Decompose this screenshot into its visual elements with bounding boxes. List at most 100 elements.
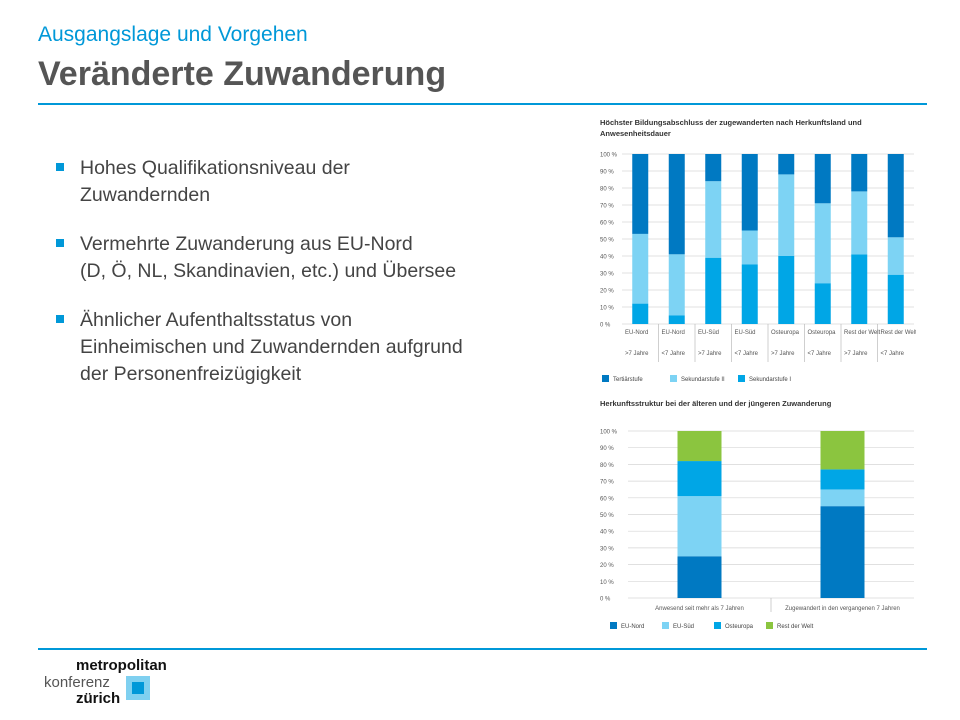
y-tick-label: 90 % (600, 170, 614, 176)
bar-segment (820, 506, 865, 598)
bar-segment (778, 154, 795, 175)
x-sublabel: <7 Jahre (881, 351, 905, 357)
y-tick-label: 100 % (600, 153, 618, 159)
bullet-item: Ähnlicher Aufenthaltsstatus von Einheimi… (56, 307, 556, 388)
bar-segment (851, 191, 868, 255)
header-divider (38, 103, 927, 105)
bar-segment (820, 469, 865, 490)
bar-segment (820, 431, 865, 470)
y-tick-label: 20 % (600, 289, 614, 295)
y-tick-label: 10 % (600, 580, 614, 586)
legend-label: Rest der Welt (777, 624, 814, 630)
logo-square-icon (126, 676, 150, 700)
page-title: Veränderte Zuwanderung (38, 55, 447, 93)
metropolitankonferenz-logo: metropolitan konferenz zürich (40, 657, 167, 713)
bullet-text: der Personenfreizügigkeit (80, 363, 302, 385)
x-tick-label: Osteuropa (808, 330, 837, 336)
bar-segment (814, 154, 831, 204)
bar-segment (668, 315, 685, 324)
chart-title: Anwesenheitsdauer (600, 129, 671, 138)
bar-segment (741, 230, 758, 265)
bar-segment (741, 154, 758, 231)
bullet-item: Hohes Qualifikationsniveau der Zuwandern… (56, 155, 556, 209)
y-tick-label: 50 % (600, 238, 614, 244)
bullet-list: Hohes Qualifikationsniveau der Zuwandern… (56, 155, 556, 410)
bar-segment (677, 461, 722, 497)
x-tick-label: EU-Süd (698, 330, 719, 336)
y-tick-label: 60 % (600, 496, 614, 502)
y-tick-label: 80 % (600, 463, 614, 469)
bar-segment (677, 556, 722, 598)
y-tick-label: 0 % (600, 323, 611, 329)
x-tick-label: Rest der Welt (844, 330, 881, 336)
education-chart: Höchster Bildungsabschluss der zugewande… (600, 118, 917, 383)
bar-segment (632, 233, 649, 304)
bar-segment (820, 489, 865, 507)
legend-swatch (766, 622, 773, 629)
y-tick-label: 70 % (600, 204, 614, 210)
bar-segment (887, 237, 904, 275)
bar-segment (741, 264, 758, 324)
origin-structure-chart: Herkunftsstruktur bei der älteren und de… (600, 399, 914, 630)
legend-swatch (738, 375, 745, 382)
y-tick-label: 80 % (600, 187, 614, 193)
y-tick-label: 60 % (600, 221, 614, 227)
x-tick-label: EU-Nord (625, 330, 648, 336)
x-sublabel: <7 Jahre (808, 351, 832, 357)
x-sublabel: >7 Jahre (698, 351, 722, 357)
bar-segment (887, 154, 904, 238)
bullet-text: Zuwandernden (80, 184, 211, 206)
legend-swatch (714, 622, 721, 629)
y-tick-label: 30 % (600, 546, 614, 552)
chart-title: Herkunftsstruktur bei der älteren und de… (600, 399, 832, 408)
y-tick-label: 50 % (600, 513, 614, 519)
x-tick-label: EU-Süd (735, 330, 756, 336)
bullet-text: Ähnlicher Aufenthaltsstatus von (80, 309, 353, 331)
bar-segment (778, 256, 795, 324)
bar-segment (887, 274, 904, 324)
y-tick-label: 0 % (600, 597, 611, 603)
bar-segment (705, 181, 722, 258)
bullet-text: Vermehrte Zuwanderung aus EU-Nord (80, 233, 413, 255)
y-tick-label: 70 % (600, 480, 614, 486)
y-tick-label: 10 % (600, 306, 614, 312)
y-tick-label: 100 % (600, 430, 618, 436)
y-tick-label: 90 % (600, 446, 614, 452)
x-sublabel: >7 Jahre (625, 351, 649, 357)
x-sublabel: >7 Jahre (844, 351, 868, 357)
bar-segment (814, 203, 831, 284)
x-tick-label: Zugewandert in den vergangenen 7 Jahren (785, 606, 900, 612)
x-sublabel: <7 Jahre (662, 351, 686, 357)
x-tick-label: Rest der Welt (881, 330, 917, 336)
legend-swatch (602, 375, 609, 382)
bullet-text: Einheimischen und Zuwandernden aufgrund (80, 336, 463, 358)
chart-title: Höchster Bildungsabschluss der zugewande… (600, 118, 862, 127)
legend-label: Sekundarstufe I (749, 377, 791, 383)
bar-segment (668, 154, 685, 255)
footer-divider (38, 648, 927, 650)
legend-label: Tertiärstufe (613, 377, 643, 383)
bar-segment (778, 174, 795, 256)
bullet-text: (D, Ö, NL, Skandinavien, etc.) und Übers… (80, 260, 457, 282)
bar-segment (677, 496, 722, 557)
bar-segment (668, 254, 685, 316)
y-tick-label: 40 % (600, 530, 614, 536)
logo-text-line: metropolitan (76, 657, 167, 674)
bullet-item: Vermehrte Zuwanderung aus EU-Nord (D, Ö,… (56, 231, 556, 285)
legend-swatch (670, 375, 677, 382)
bar-segment (814, 283, 831, 324)
legend-label: Osteuropa (725, 624, 754, 630)
y-tick-label: 40 % (600, 255, 614, 261)
bar-segment (632, 303, 649, 324)
section-subtitle: Ausgangslage und Vorgehen (38, 23, 308, 46)
legend-swatch (662, 622, 669, 629)
bar-segment (677, 431, 722, 462)
y-tick-label: 30 % (600, 272, 614, 278)
square-bullet-icon (56, 239, 64, 247)
bar-segment (705, 257, 722, 324)
x-tick-label: EU-Nord (662, 330, 685, 336)
square-bullet-icon (56, 163, 64, 171)
bar-segment (851, 154, 868, 192)
legend-label: Sekundarstufe II (681, 377, 725, 383)
legend-label: EU-Süd (673, 624, 694, 630)
